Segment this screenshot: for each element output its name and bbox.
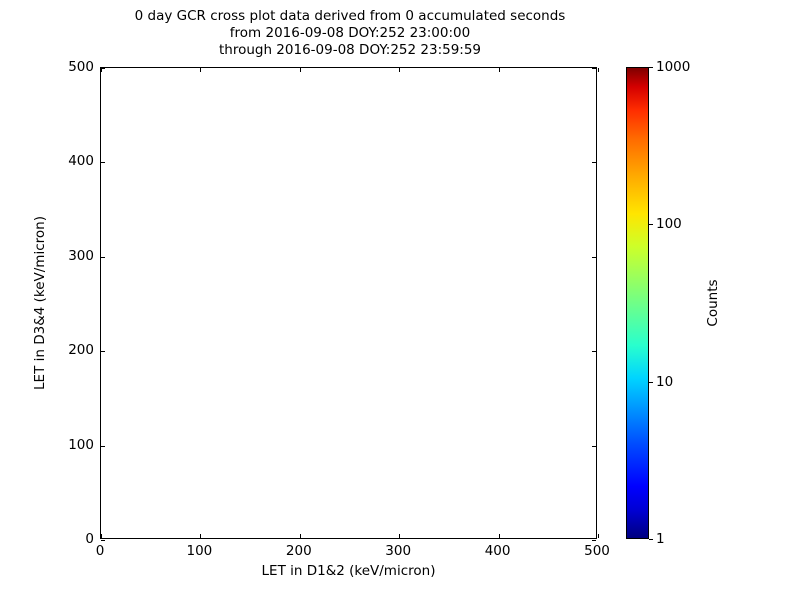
x-tick-label: 500 bbox=[584, 543, 610, 559]
y-tick-label: 400 bbox=[68, 153, 94, 170]
x-tick-mark bbox=[200, 534, 202, 538]
y-tick-mark bbox=[592, 445, 596, 447]
x-tick-mark bbox=[399, 68, 401, 72]
y-tick-mark bbox=[101, 256, 105, 258]
x-tick-label: 100 bbox=[186, 543, 213, 559]
x-tick-mark bbox=[598, 534, 599, 538]
colorbar-label: Counts bbox=[705, 279, 721, 327]
plot-axes bbox=[100, 67, 599, 541]
y-tick-mark bbox=[101, 351, 105, 353]
y-tick-label: 100 bbox=[68, 436, 94, 453]
y-tick-mark bbox=[101, 68, 105, 69]
title-line-2: from 2016-09-08 DOY:252 23:00:00 bbox=[229, 25, 471, 41]
x-tick-mark bbox=[299, 534, 301, 538]
x-tick-mark bbox=[399, 534, 401, 538]
x-tick-mark bbox=[598, 68, 599, 72]
x-tick-label: 0 bbox=[95, 543, 105, 559]
x-tick-label: 400 bbox=[484, 543, 511, 559]
colorbar-tick-mark bbox=[649, 67, 653, 68]
colorbar-tick-label: 1 bbox=[656, 531, 665, 547]
colorbar bbox=[626, 67, 653, 540]
title-line-3: through 2016-09-08 DOY:252 23:59:59 bbox=[218, 42, 482, 58]
colorbar-tick-mark bbox=[649, 224, 653, 226]
colorbar-gradient bbox=[626, 67, 649, 539]
x-tick-mark bbox=[101, 534, 102, 538]
x-tick-mark bbox=[498, 68, 500, 72]
x-tick-mark bbox=[101, 68, 102, 72]
y-axis-label: LET in D3&4 (keV/micron) bbox=[32, 216, 48, 390]
y-tick-mark bbox=[101, 162, 105, 164]
y-tick-label: 500 bbox=[68, 59, 94, 75]
colorbar-tick-label: 1000 bbox=[656, 59, 691, 75]
y-tick-mark bbox=[592, 540, 596, 541]
y-tick-mark bbox=[101, 540, 105, 541]
colorbar-tick-label: 10 bbox=[656, 373, 674, 390]
colorbar-tick-mark bbox=[649, 381, 653, 383]
y-tick-mark bbox=[592, 162, 596, 164]
y-tick-label: 300 bbox=[68, 247, 94, 264]
x-tick-mark bbox=[200, 68, 202, 72]
colorbar-tick-mark bbox=[649, 539, 653, 540]
y-tick-mark bbox=[592, 351, 596, 353]
y-tick-label: 200 bbox=[68, 342, 94, 359]
y-tick-label: 0 bbox=[85, 531, 94, 547]
x-tick-label: 300 bbox=[385, 543, 412, 559]
plot-data-canvas bbox=[101, 68, 596, 538]
x-axis-label: LET in D1&2 (keV/micron) bbox=[261, 563, 436, 579]
title-line-1: 0 day GCR cross plot data derived from 0… bbox=[134, 8, 566, 24]
chart-title: 0 day GCR cross plot data derived from 0… bbox=[0, 8, 700, 59]
x-tick-mark bbox=[299, 68, 301, 72]
y-tick-mark bbox=[101, 445, 105, 447]
x-tick-label: 200 bbox=[285, 543, 312, 559]
y-tick-mark bbox=[592, 256, 596, 258]
x-tick-mark bbox=[498, 534, 500, 538]
colorbar-tick-label: 100 bbox=[656, 216, 682, 233]
y-tick-mark bbox=[592, 68, 596, 69]
